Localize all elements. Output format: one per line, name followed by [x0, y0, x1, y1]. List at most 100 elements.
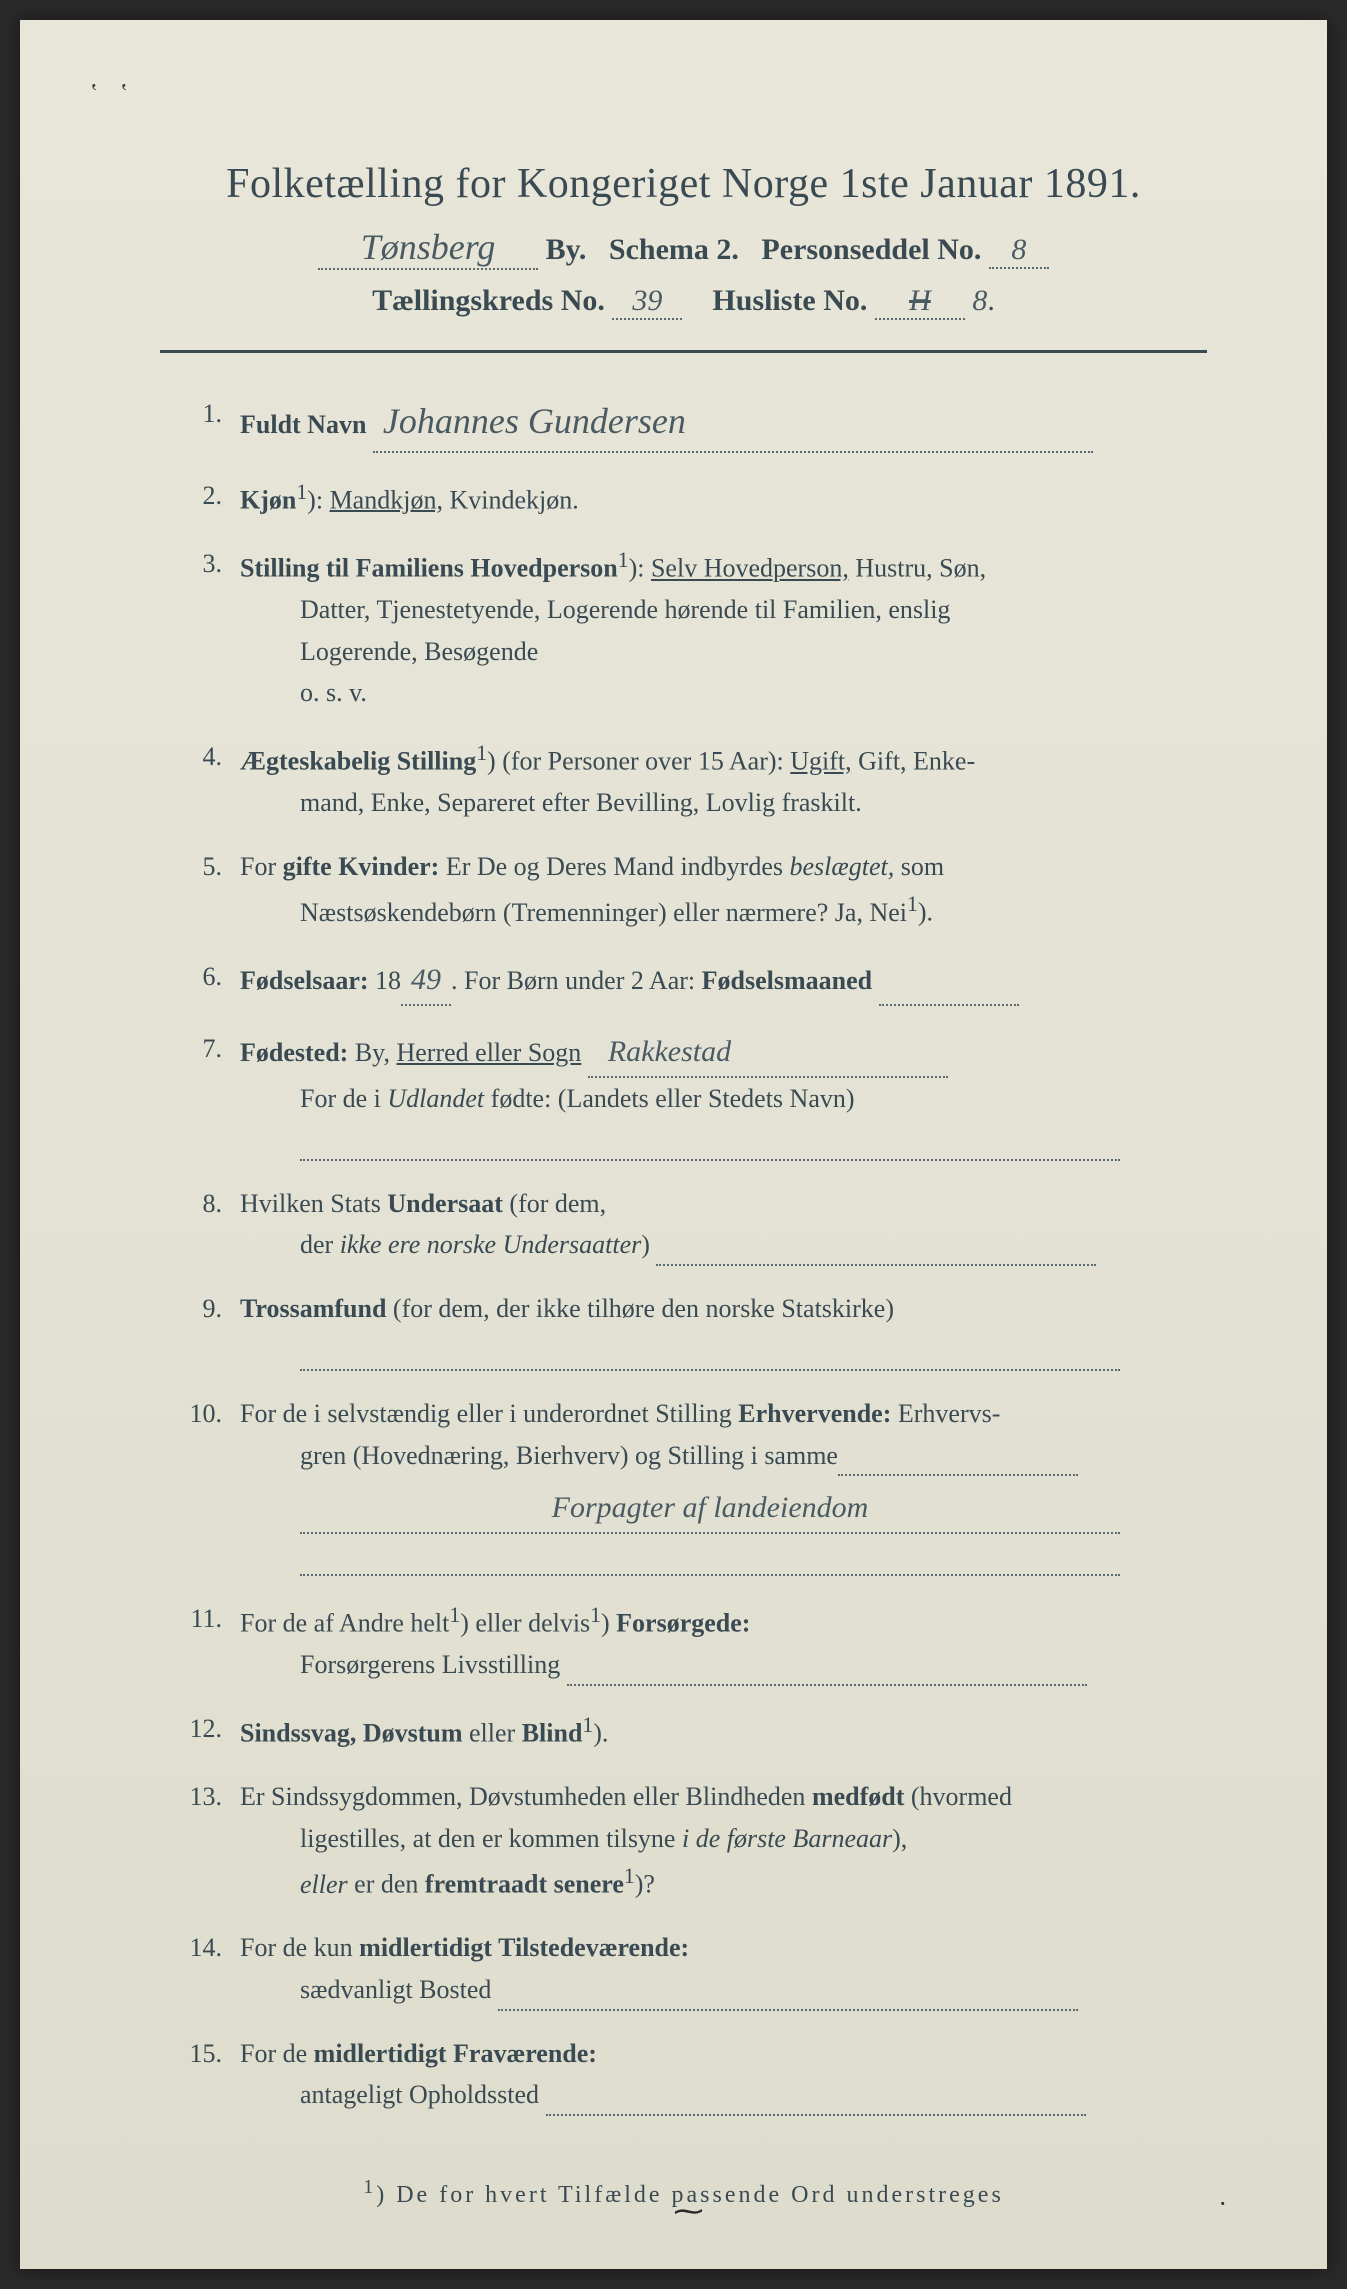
- line-4b: mand, Enke, Separeret efter Bevilling, L…: [300, 788, 862, 817]
- num-3: 3.: [180, 543, 240, 714]
- sup-12: 1: [582, 1713, 593, 1737]
- text-15a: For de: [240, 2039, 314, 2068]
- italic-8: ikke ere norske Undersaatter: [340, 1230, 642, 1259]
- label-12: Sindssvag, Døvstum: [240, 1718, 463, 1747]
- line-7b: For de i: [300, 1084, 387, 1113]
- text-5b: Er De og Deres Mand indbyrdes: [439, 852, 789, 881]
- kreds-label: Tællingskreds No.: [372, 284, 605, 317]
- text-13b: (hvormed: [904, 1782, 1012, 1811]
- entry-10: 10. For de i selvstændig eller i underor…: [180, 1393, 1207, 1576]
- city-field: Tønsberg: [318, 226, 538, 270]
- text-12a: eller: [463, 1718, 522, 1747]
- selv-hoved: Selv Hovedperson,: [651, 554, 849, 583]
- text-8a: Hvilken Stats: [240, 1189, 387, 1218]
- sup-11a: 1: [449, 1603, 460, 1627]
- text-13a: Er Sindssygdommen, Døvstumheden eller Bl…: [240, 1782, 812, 1811]
- bold-8: Undersaat: [387, 1189, 503, 1218]
- name-value: Johannes Gundersen: [373, 393, 1093, 453]
- husliste-no: 8: [972, 284, 987, 317]
- bold-12b: Blind: [522, 1718, 583, 1747]
- text-11a: For de af Andre helt: [240, 1609, 449, 1638]
- entry-13: 13. Er Sindssygdommen, Døvstumheden elle…: [180, 1776, 1207, 1905]
- line-5b: Næstsøskendebørn (Tremenninger) eller næ…: [300, 898, 907, 927]
- year-prefix: 18: [375, 966, 401, 995]
- num-9: 9.: [180, 1288, 240, 1371]
- sub-header-1: Tønsberg By. Schema 2. Personseddel No. …: [160, 226, 1207, 270]
- num-4: 4.: [180, 736, 240, 824]
- by-label: By.: [546, 233, 587, 266]
- bold-13: medfødt: [812, 1782, 904, 1811]
- num-5: 5.: [180, 846, 240, 934]
- line-3c: Logerende, Besøgende: [300, 637, 538, 666]
- birthplace-value: Rakkestad: [588, 1028, 948, 1078]
- num-10: 10.: [180, 1393, 240, 1576]
- entry-7: 7. Fødested: By, Herred eller Sogn Rakke…: [180, 1028, 1207, 1161]
- personseddel-label: Personseddel No.: [761, 233, 981, 266]
- bold-14: midlertidigt Tilstedeværende:: [359, 1933, 689, 1962]
- divider-rule: [160, 350, 1207, 353]
- text-10a: For de i selvstændig eller i underordnet…: [240, 1399, 738, 1428]
- label-7: Fødested:: [240, 1038, 348, 1067]
- entry-4: 4. Ægteskabelig Stilling1) (for Personer…: [180, 736, 1207, 824]
- line-13b: ligestilles, at den er kommen tilsyne: [300, 1824, 682, 1853]
- num-15: 15.: [180, 2033, 240, 2116]
- sup-11b: 1: [590, 1603, 601, 1627]
- text-8b: (for dem,: [503, 1189, 606, 1218]
- text-4a: Gift, Enke-: [852, 747, 975, 776]
- num-1: 1.: [180, 393, 240, 453]
- line-13d: eller: [300, 1870, 348, 1899]
- bottom-smudge: ⁓: [674, 2194, 704, 2229]
- entry-6: 6. Fødselsaar: 1849. For Børn under 2 Aa…: [180, 956, 1207, 1006]
- text-6b: . For Børn under 2 Aar:: [451, 966, 702, 995]
- italic-5: beslægtet,: [790, 852, 895, 881]
- line-13f: )?: [635, 1870, 655, 1899]
- num-8: 8.: [180, 1183, 240, 1266]
- ugift: Ugift,: [790, 747, 851, 776]
- line-13e: er den: [348, 1870, 425, 1899]
- entry-8: 8. Hvilken Stats Undersaat (for dem, der…: [180, 1183, 1207, 1266]
- italic-7: Udlandet: [387, 1084, 484, 1113]
- line-5c: ).: [918, 898, 933, 927]
- occupation-value: Forpagter af landeiendom: [300, 1484, 1120, 1534]
- bold-13b: fremtraadt senere: [425, 1870, 624, 1899]
- text-3a: Hustru, Søn,: [849, 554, 986, 583]
- entry-3: 3. Stilling til Familiens Hovedperson1):…: [180, 543, 1207, 714]
- corner-smudge: ·: [1218, 2189, 1227, 2219]
- label-1: Fuldt Navn: [240, 410, 366, 439]
- label-6b: Fødselsmaaned: [702, 966, 872, 995]
- text-5c: som: [894, 852, 944, 881]
- bold-11: Forsørgede:: [616, 1609, 750, 1638]
- husliste-strike: H: [875, 284, 965, 320]
- footnote-sup: 1: [363, 2176, 376, 2198]
- line-10b: gren (Hovednæring, Bierhverv) og Stillin…: [300, 1441, 838, 1470]
- line-3d: o. s. v.: [300, 678, 367, 707]
- entry-11: 11. For de af Andre helt1) eller delvis1…: [180, 1598, 1207, 1686]
- label-3: Stilling til Familiens Hovedperson: [240, 554, 618, 583]
- blank-7: [300, 1159, 1120, 1161]
- line-15b: antageligt Opholdssted: [300, 2080, 539, 2109]
- line-8b: der: [300, 1230, 340, 1259]
- text-14a: For de kun: [240, 1933, 359, 1962]
- num-7: 7.: [180, 1028, 240, 1161]
- blank-10b: [300, 1574, 1120, 1576]
- num-11: 11.: [180, 1598, 240, 1686]
- line-13c: ),: [892, 1824, 907, 1853]
- month-blank: [879, 1004, 1019, 1006]
- text-11c: ): [601, 1609, 616, 1638]
- paper-marks: ‛ ‛: [90, 80, 136, 107]
- label-6: Fødselsaar:: [240, 966, 369, 995]
- entry-5: 5. For gifte Kvinder: Er De og Deres Man…: [180, 846, 1207, 934]
- label-4: Ægteskabelig Stilling: [240, 747, 476, 776]
- blank-11: [567, 1684, 1087, 1686]
- blank-10a: [838, 1474, 1078, 1476]
- text-12b: ).: [593, 1718, 608, 1747]
- husliste-label: Husliste No.: [712, 284, 867, 317]
- blank-8: [656, 1264, 1096, 1266]
- sup-2: 1: [296, 480, 307, 504]
- num-2: 2.: [180, 475, 240, 521]
- personseddel-no: 8: [989, 233, 1049, 269]
- line-3b: Datter, Tjenestetyende, Logerende hørend…: [300, 595, 950, 624]
- sub-header-2: Tællingskreds No. 39 Husliste No. H 8.: [160, 284, 1207, 320]
- num-6: 6.: [180, 956, 240, 1006]
- sup-4: 1: [476, 741, 487, 765]
